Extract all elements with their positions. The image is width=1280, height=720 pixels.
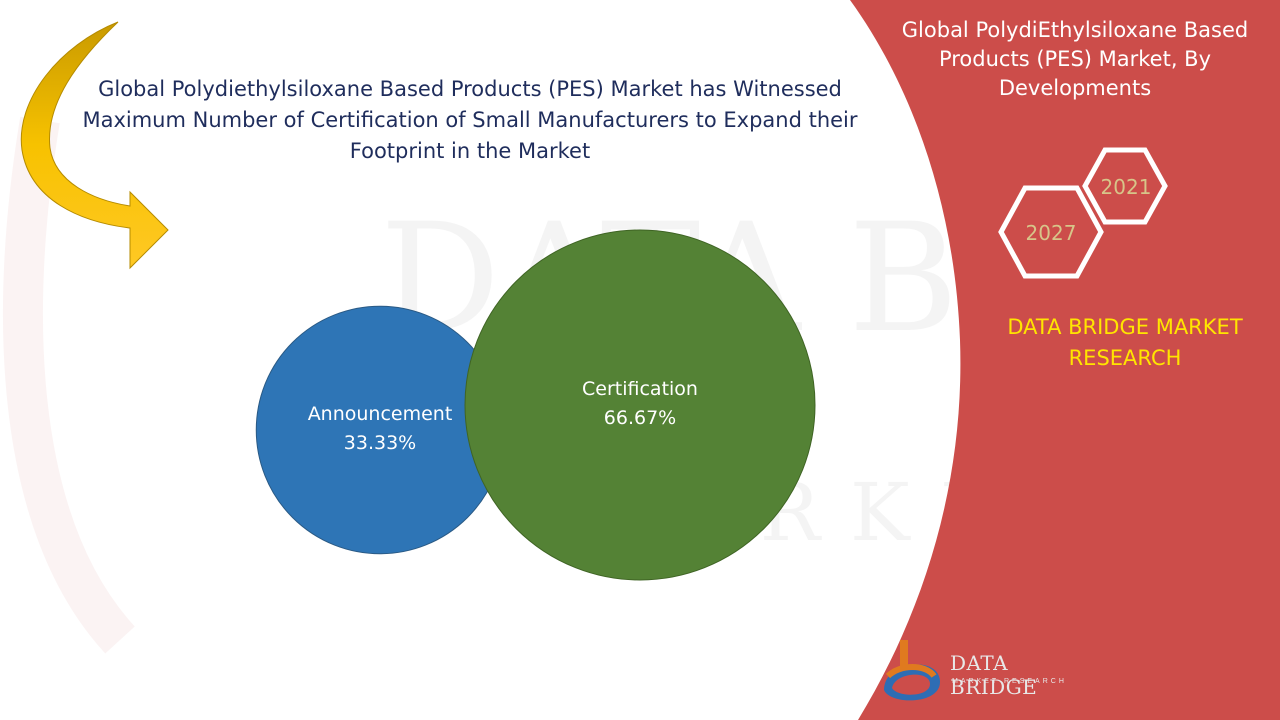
announcement-value: 33.33% — [343, 432, 417, 454]
curved-arrow-icon — [20, 21, 169, 270]
year-2027-label: 2027 — [1026, 221, 1077, 245]
right-panel — [850, 0, 1280, 720]
logo-name: DATA BRIDGE — [950, 651, 1038, 699]
year-2021-label: 2021 — [1101, 175, 1152, 199]
announcement-name: Announcement — [307, 403, 453, 425]
headline: Global Polydiethylsiloxane Based Product… — [82, 77, 858, 163]
brand-text: DATA BRIDGE MARKET RESEARCH — [1007, 315, 1243, 370]
certification-name: Certification — [582, 378, 698, 400]
data-bridge-logo-icon — [884, 640, 940, 701]
certification-value: 66.67% — [603, 407, 677, 429]
panel-title: Global PolydiEthylsiloxane Based Product… — [901, 18, 1249, 100]
hexagon-2021: 2021 — [1082, 147, 1168, 225]
certification-label: Certification 66.67% — [530, 375, 750, 433]
announcement-label: Announcement 33.33% — [270, 400, 490, 458]
hexagon-2027: 2027 — [998, 185, 1104, 279]
logo-tagline: MARKET RESEARCH — [952, 678, 1067, 685]
certification-bubble — [464, 229, 816, 581]
